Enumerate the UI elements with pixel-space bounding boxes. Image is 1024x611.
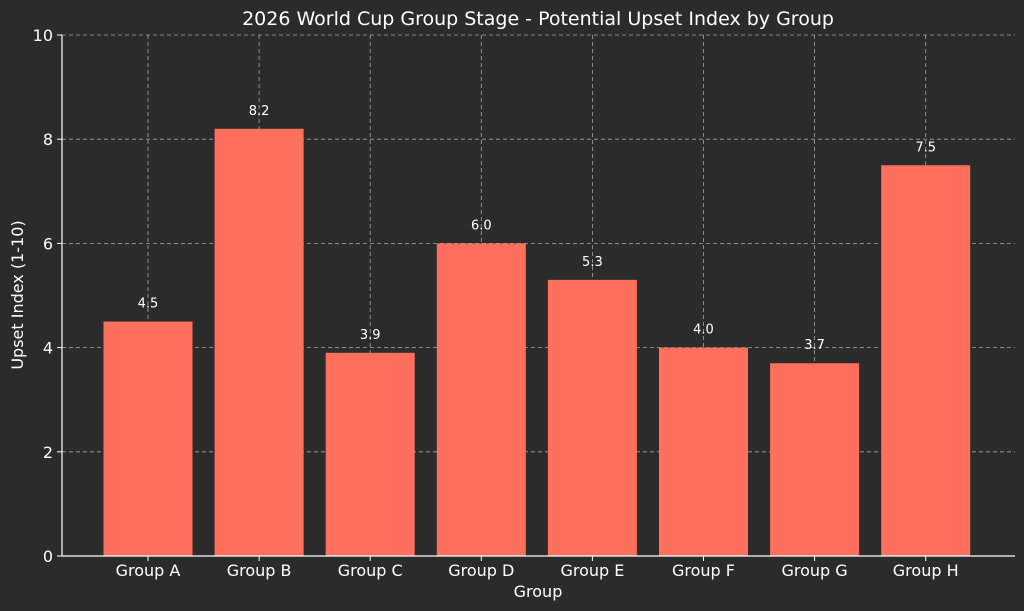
bars-layer [103, 128, 971, 556]
y-tick-label: 6 [43, 234, 53, 253]
x-axis-label: Group [514, 582, 563, 601]
bar-group-d [436, 243, 526, 556]
bar-value-label: 6.0 [471, 218, 492, 233]
y-tick-label: 4 [43, 339, 53, 358]
bar-value-label: 8.2 [249, 104, 270, 119]
y-tick-label: 10 [33, 26, 53, 45]
bar-value-label: 3.7 [804, 338, 825, 353]
grid-layer [62, 34, 1015, 556]
axes-layer: 0 2 4 6 8 10 Group A Group B Group C Group D Group… [33, 26, 1015, 580]
x-tick-label: Group C [338, 561, 403, 580]
bar-value-label: 4.0 [693, 323, 714, 338]
chart-title: 2026 World Cup Group Stage - Potential U… [242, 8, 834, 30]
bar-group-f [659, 347, 748, 556]
x-tick-label: Group D [448, 561, 514, 580]
x-tick-label: Group G [781, 561, 847, 580]
bar-group-g [770, 363, 860, 556]
x-tick-label: Group A [116, 561, 181, 580]
y-tick-label: 2 [43, 443, 53, 462]
bar-value-label: 3.9 [360, 328, 381, 343]
x-tick-label: Group E [560, 561, 624, 580]
y-axis-label: Upset Index (1-10) [8, 220, 27, 369]
x-tick-label: Group F [672, 561, 735, 580]
y-tick-label: 0 [43, 547, 53, 566]
x-tick-label: Group H [893, 561, 959, 580]
y-tick-label: 8 [43, 130, 53, 149]
x-tick-label: Group B [227, 561, 292, 580]
bar-group-a [103, 321, 193, 556]
bar-group-c [325, 352, 415, 556]
bar-value-label: 4.5 [138, 297, 159, 312]
bar-value-label: 7.5 [915, 140, 936, 155]
bar-group-h [881, 165, 971, 556]
bar-group-b [214, 128, 304, 556]
bar-group-e [547, 279, 637, 556]
value-labels-layer: 4.5 8.2 3.9 6.0 5.3 4.0 3.7 7.5 [138, 104, 936, 353]
bar-value-label: 5.3 [582, 255, 603, 270]
